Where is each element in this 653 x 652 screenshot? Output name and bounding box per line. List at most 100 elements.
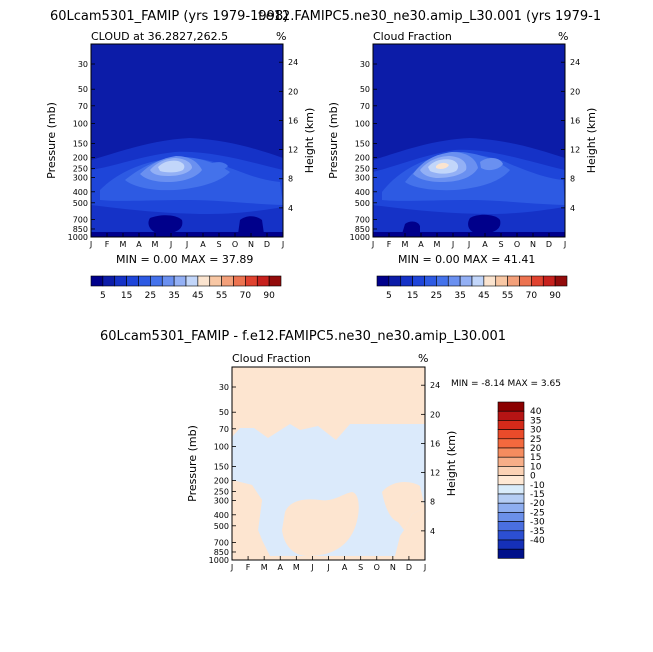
month-tick-label: M <box>152 240 159 249</box>
height-tick-label: 4 <box>288 204 293 213</box>
height-tick-label: 24 <box>570 58 580 67</box>
colorbar-swatch <box>90 275 104 287</box>
colorbar-label: 0 <box>530 472 536 482</box>
pressure-tick-label: 500 <box>355 199 370 208</box>
pressure-tick-label: 70 <box>78 102 88 111</box>
height-tick-label: 20 <box>570 87 580 96</box>
panel-b-units: % <box>558 30 568 43</box>
colorbar-swatch <box>497 484 525 495</box>
panel-difference: 60Lcam5301_FAMIP - f.e12.FAMIPC5.ne30_ne… <box>100 329 561 572</box>
colorbar-swatch <box>268 275 282 287</box>
pressure-tick-label: 300 <box>214 497 229 506</box>
height-axis-label: Height (km) <box>585 108 598 174</box>
pressure-tick-label: 850 <box>355 225 370 234</box>
colorbar-swatch <box>245 275 258 287</box>
month-tick-label: F <box>246 563 251 572</box>
month-tick-label: D <box>264 240 270 249</box>
colorbar-label: 45 <box>192 291 203 301</box>
colorbar-label: 90 <box>549 291 561 301</box>
colorbar-label: 55 <box>502 291 513 301</box>
pressure-tick-label: 850 <box>73 225 88 234</box>
panel-model-b: f.e12.FAMIPC5.ne30_ne30.amip_L30.001 (yr… <box>258 9 601 301</box>
colorbar-label: 10 <box>530 462 542 472</box>
colorbar-swatch <box>497 429 525 440</box>
pressure-tick-label: 50 <box>219 408 229 417</box>
colorbar-label: 90 <box>263 291 275 301</box>
month-tick-label: J <box>467 240 470 249</box>
panel-a-units: % <box>276 30 286 43</box>
colorbar-swatch <box>497 475 525 486</box>
pressure-tick-label: 250 <box>355 165 370 174</box>
colorbar-swatch <box>209 275 222 287</box>
pressure-tick-label: 400 <box>214 511 229 520</box>
colorbar-swatch <box>497 456 525 467</box>
colorbar-swatch <box>497 466 525 476</box>
colorbar-swatch <box>542 275 556 287</box>
colorbar-label: 30 <box>530 426 542 436</box>
height-tick-label: 16 <box>430 439 440 448</box>
colorbar-label: -10 <box>530 481 545 491</box>
height-tick-label: 8 <box>570 175 575 184</box>
panel-a-contours <box>91 44 283 237</box>
colorbar-swatch <box>497 401 525 412</box>
colorbar-swatch <box>400 275 413 287</box>
pressure-axis-label: Pressure (mb) <box>327 102 340 179</box>
pressure-tick-label: 200 <box>214 477 229 486</box>
colorbar-label: 55 <box>216 291 227 301</box>
pressure-tick-label: 250 <box>214 488 229 497</box>
month-tick-label: N <box>248 240 254 249</box>
panel-c-contours <box>232 367 425 560</box>
colorbar-swatch <box>497 502 525 513</box>
month-tick-label: J <box>281 240 284 249</box>
colorbar-swatch <box>424 275 437 287</box>
height-tick-label: 24 <box>430 381 440 390</box>
height-tick-label: 4 <box>430 527 435 536</box>
colorbar-swatch <box>221 275 234 287</box>
colorbar-label: 40 <box>530 407 542 417</box>
panel-b-contours <box>373 44 565 237</box>
colorbar-label: 20 <box>530 444 542 454</box>
colorbar-swatch <box>483 275 497 287</box>
panel-model-a: 60Lcam5301_FAMIP (yrs 1979-1998) CLOUD a… <box>45 9 316 301</box>
month-tick-label: M <box>434 240 441 249</box>
month-tick-label: J <box>451 240 454 249</box>
pressure-tick-label: 30 <box>360 60 370 69</box>
colorbar-swatch <box>233 275 246 287</box>
month-tick-label: O <box>232 240 238 249</box>
pressure-tick-label: 150 <box>214 462 229 471</box>
pressure-tick-label: 30 <box>78 60 88 69</box>
month-tick-label: F <box>387 240 392 249</box>
height-tick-label: 20 <box>288 87 298 96</box>
month-tick-label: M <box>402 240 409 249</box>
month-tick-label: A <box>200 240 206 249</box>
panel-b-title: f.e12.FAMIPC5.ne30_ne30.amip_L30.001 (yr… <box>258 9 601 24</box>
panel-c-title: 60Lcam5301_FAMIP - f.e12.FAMIPC5.ne30_ne… <box>100 329 506 344</box>
pressure-tick-label: 150 <box>355 139 370 148</box>
colorbar-label: 35 <box>454 291 465 301</box>
colorbar-swatch <box>495 275 508 287</box>
colorbar-swatch <box>185 275 199 287</box>
pressure-tick-label: 250 <box>73 165 88 174</box>
pressure-tick-label: 300 <box>73 174 88 183</box>
month-tick-label: S <box>498 240 503 249</box>
colorbar-swatch <box>554 275 568 287</box>
pressure-tick-label: 200 <box>355 154 370 163</box>
month-tick-label: F <box>105 240 110 249</box>
month-tick-label: A <box>278 563 284 572</box>
colorbar-swatch <box>531 275 544 287</box>
colorbar-label: 35 <box>530 416 541 426</box>
colorbar-label: 70 <box>526 291 538 301</box>
colorbar-label: -40 <box>530 536 545 546</box>
height-axis-label: Height (km) <box>445 431 458 497</box>
month-tick-label: A <box>418 240 424 249</box>
colorbar-swatch <box>126 275 139 287</box>
colorbar-label: 5 <box>100 291 106 301</box>
colorbar-swatch <box>497 521 525 532</box>
panel-c-units: % <box>418 352 428 365</box>
panel-a-stats: MIN = 0.00 MAX = 37.89 <box>116 253 253 266</box>
pressure-tick-label: 850 <box>214 548 229 557</box>
month-tick-label: N <box>530 240 536 249</box>
colorbar-swatch <box>497 493 525 504</box>
